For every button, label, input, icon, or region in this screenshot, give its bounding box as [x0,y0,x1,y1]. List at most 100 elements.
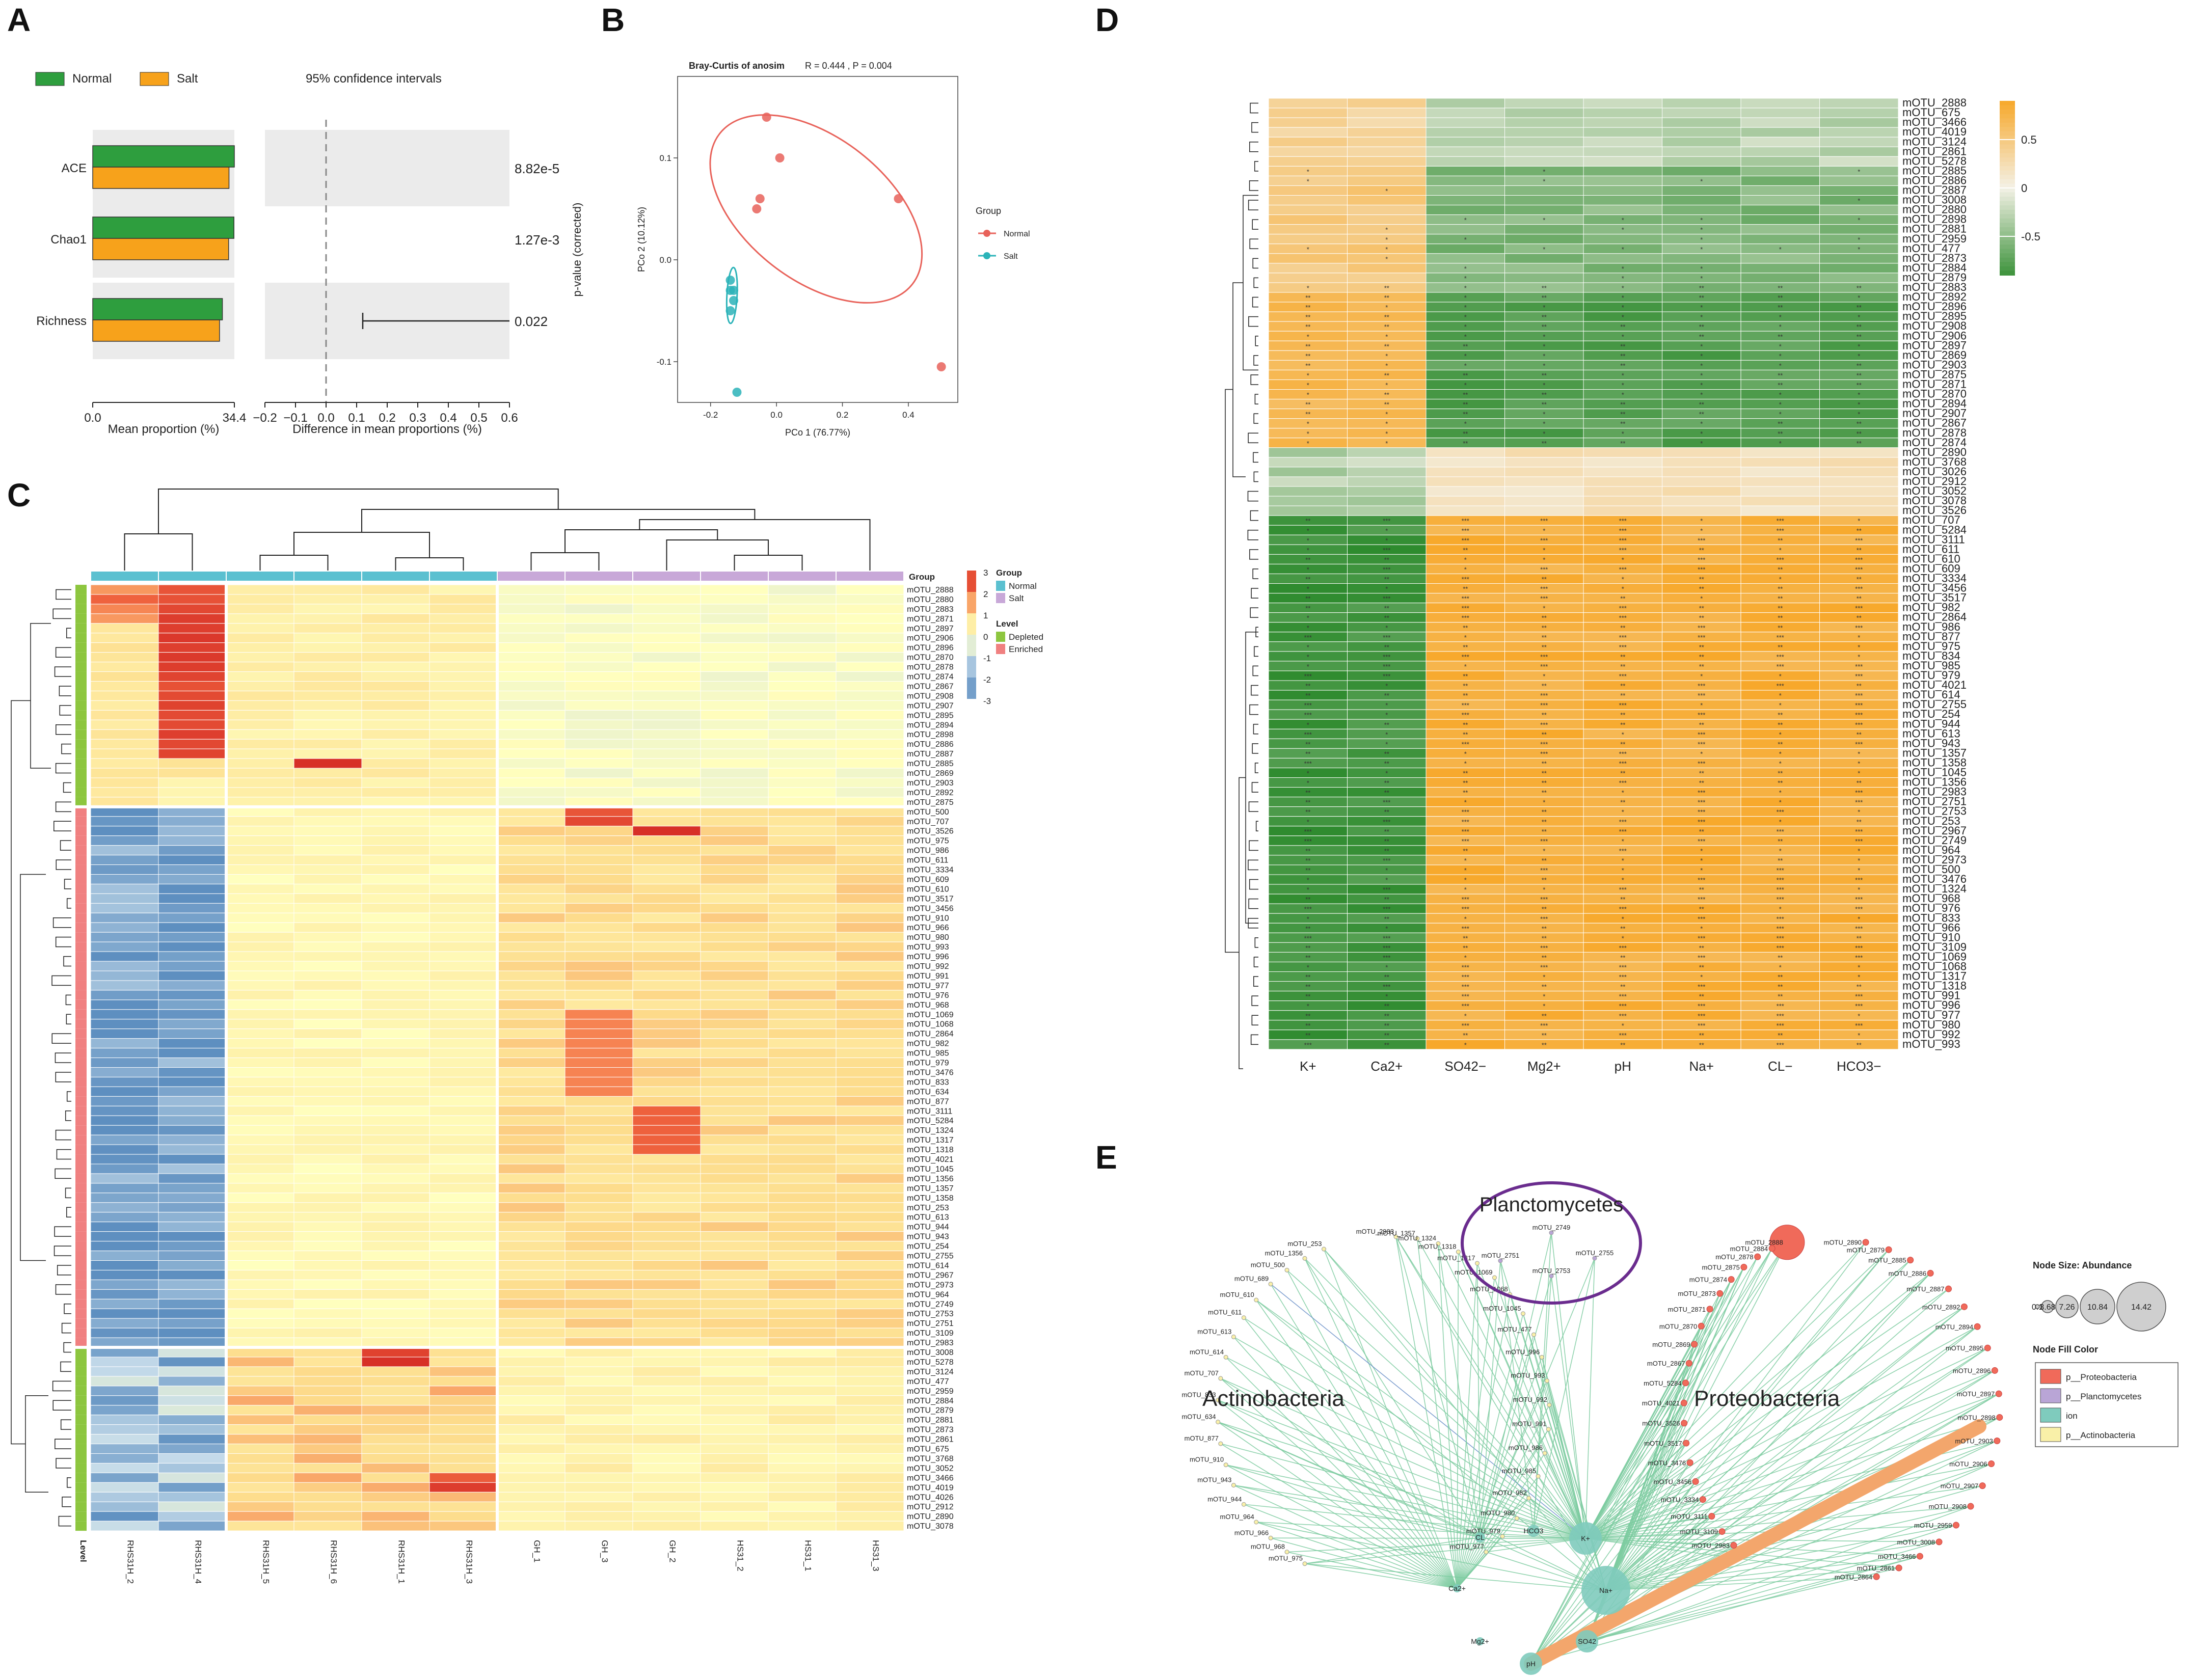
heatmap-cell [632,1424,701,1435]
legend-label-normal: Normal [1004,230,1030,238]
row-label: mOTU_3109 [1902,940,1967,953]
heatmap-cell [226,1492,294,1502]
significance-mark: *** [1698,624,1705,632]
network-edge [1605,1306,1965,1591]
significance-mark: * [1858,411,1860,418]
heatmap-cell [836,1327,904,1338]
heatmap-cell [361,748,430,759]
heatmap-cell [1583,137,1662,147]
heatmap-cell [226,623,294,634]
heatmap-cell [1819,457,1899,468]
heatmap-cell [361,999,430,1010]
heatmap-cell [564,700,633,711]
heatmap-cell [497,1028,566,1039]
heatmap-cell [158,980,227,991]
heatmap-cell [768,1521,837,1531]
heatmap-cell [632,1163,701,1174]
heatmap-cell [564,1453,633,1464]
heatmap-cell [293,1318,362,1329]
row-label: mOTU_2880 [907,595,954,604]
scale-segment [2000,188,2015,193]
actino-node-label: mOTU_991 [1512,1420,1546,1428]
significance-mark: * [1464,275,1467,282]
heatmap-cell [158,1308,227,1319]
row-dendrogram-branch [1248,200,1258,210]
row-label: mOTU_3526 [1902,504,1967,517]
significance-mark: ** [1778,565,1783,573]
significance-mark: * [1779,905,1782,913]
significance-mark: *** [1304,672,1312,680]
network-edge [1585,1363,1690,1539]
heatmap-cell [361,1376,430,1387]
network-edge [1585,1462,1690,1539]
heatmap-cell [1268,214,1348,225]
row-label: mOTU_1317 [1902,970,1967,983]
heatmap-cell [1819,137,1899,147]
heatmap-cell [226,777,294,788]
significance-mark: *** [1698,789,1705,797]
heatmap-cell [158,1134,227,1145]
significance-mark: * [1543,799,1545,806]
heatmap-cell [632,1202,701,1213]
level-bar-cell [75,1453,87,1464]
heatmap-cell [497,1357,566,1367]
row-dendrogram-branch [1250,607,1258,618]
significance-mark: *** [1383,954,1390,961]
heatmap-cell [90,1434,159,1445]
significance-mark: ** [1620,682,1625,690]
significance-mark: * [1779,342,1782,350]
heatmap-cell [1819,447,1899,458]
heatmap-cell [158,1096,227,1106]
heatmap-cell [564,594,633,605]
heatmap-cell [836,719,904,730]
actino-node-label: mOTU_610 [1220,1291,1254,1298]
heatmap-cell [90,990,159,1000]
row-dendrogram-branch [53,821,71,831]
network-edge [1233,1484,1586,1539]
scale-segment [2000,110,2015,115]
row-label: mOTU_477 [1902,242,1960,255]
heatmap-cell [226,1134,294,1145]
heatmap-cell [836,951,904,962]
row-label: mOTU_2967 [1902,824,1967,837]
scale-tick-label: -0.5 [2021,230,2040,243]
significance-mark: * [1464,760,1467,767]
level-bar-cell [75,913,87,923]
network-edge [1530,1279,1732,1664]
heatmap-cell [497,893,566,904]
row-label: mOTU_3456 [1902,582,1967,594]
level-bar-cell [75,1019,87,1029]
proteo-node-label: mOTU_2894 [1935,1323,1973,1331]
ellipse-salt [725,266,738,324]
heatmap-cell [1268,505,1348,516]
heatmap-cell [1740,505,1820,516]
heatmap-cell [564,681,633,691]
heatmap-cell [1504,467,1584,477]
significance-mark: * [1385,624,1388,632]
heatmap-cell [1662,205,1741,215]
row-dendrogram-branch [1253,277,1258,288]
ion-label: CL [1475,1533,1485,1541]
heatmap-cell [836,1357,904,1367]
proteo-node-label: mOTU_3466 [1878,1553,1916,1560]
proteo-node-label: mOTU_2873 [1678,1290,1715,1297]
significance-mark: * [1464,565,1467,573]
actino-node [1514,1516,1519,1521]
significance-mark: *** [1855,905,1863,913]
heatmap-cell [158,681,227,691]
heatmap-cell [226,932,294,942]
heatmap-cell [293,1511,362,1522]
significance-mark: ** [1542,779,1547,787]
heatmap-cell [564,633,633,643]
significance-mark: *** [1777,556,1784,563]
significance-mark: ** [1699,614,1704,622]
heatmap-cell [361,1279,430,1290]
heatmap-cell [836,642,904,653]
significance-mark: ** [1778,382,1783,389]
heatmap-cell [632,1241,701,1252]
network-edge [1457,1294,1511,1589]
heatmap-cell [1583,496,1662,506]
row-label: mOTU_976 [1902,902,1960,914]
heatmap-cell [497,1405,566,1416]
significance-mark: * [1779,701,1782,709]
